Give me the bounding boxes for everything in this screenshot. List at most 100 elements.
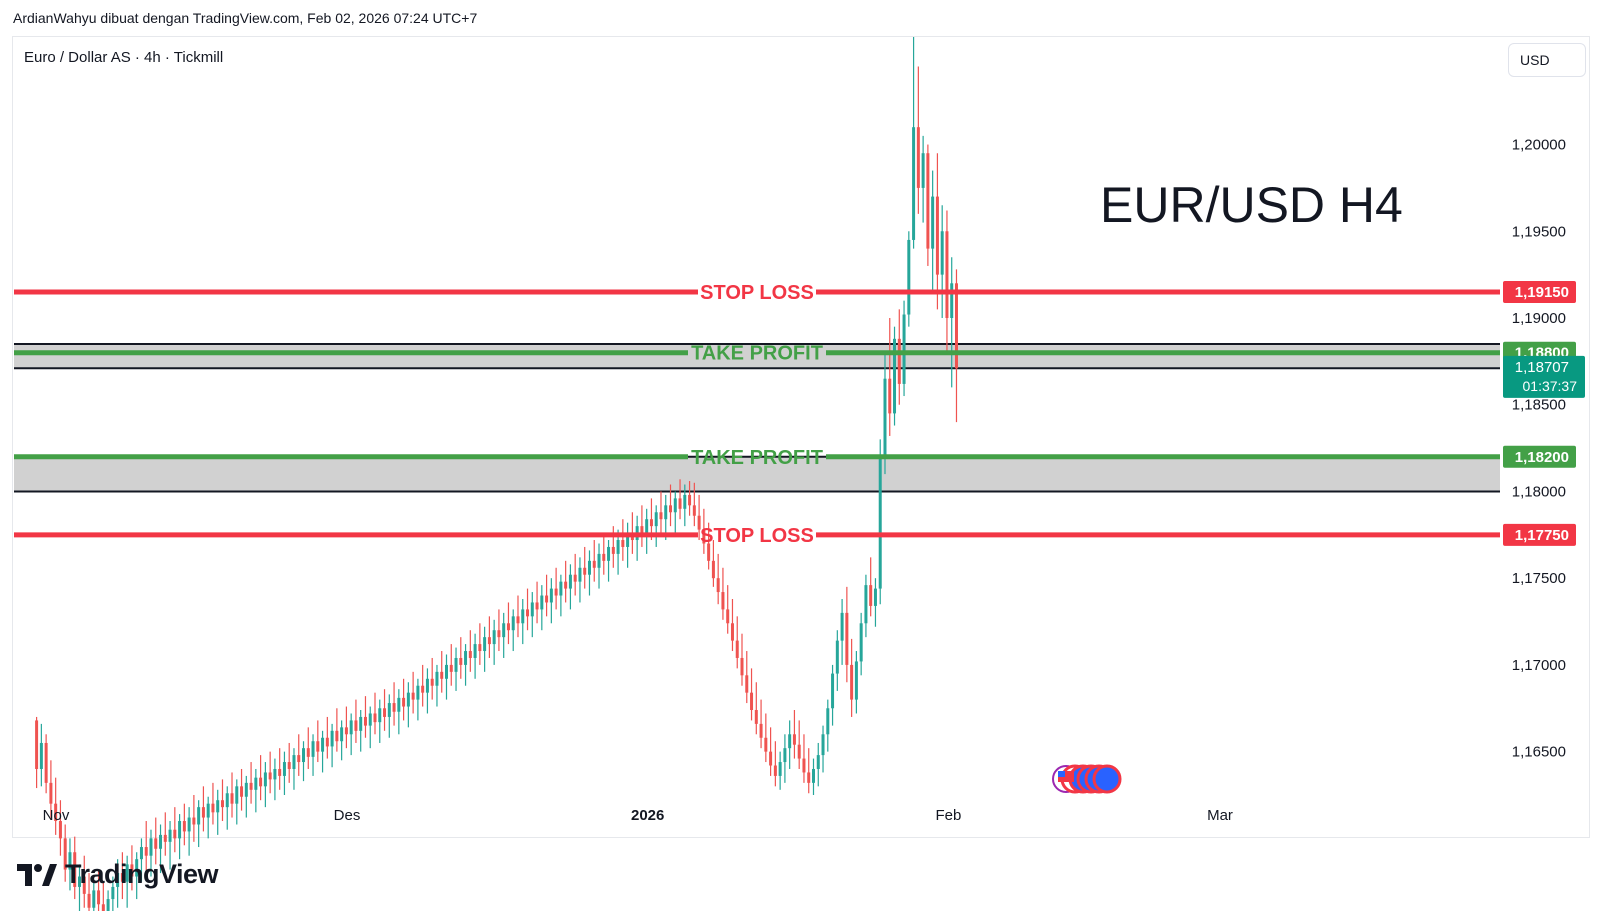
candle-body <box>840 612 844 641</box>
candle-body <box>278 768 282 776</box>
candle-body <box>831 673 835 709</box>
candle-body <box>101 904 105 911</box>
candle-body <box>669 505 673 513</box>
candle-body <box>859 623 863 662</box>
candle-body <box>287 762 291 769</box>
candle-body <box>306 748 310 757</box>
candle-body <box>478 644 482 652</box>
candle-body <box>244 782 248 797</box>
candle-body <box>492 630 496 645</box>
candle-body <box>621 540 625 547</box>
candle-body <box>425 678 429 693</box>
candle-body <box>616 540 620 554</box>
candle-body <box>435 671 439 686</box>
candle-body <box>330 730 334 747</box>
zone-1 <box>14 456 1500 492</box>
candle-body <box>883 378 887 457</box>
candle-body <box>607 546 611 561</box>
candle-body <box>745 675 749 693</box>
price-badge <box>1503 523 1576 546</box>
price-badge-label: 1,19150 <box>1515 284 1569 301</box>
price-badge <box>1503 280 1576 303</box>
candle-body <box>902 314 906 384</box>
candle-body <box>397 697 401 712</box>
candle-body <box>321 737 325 752</box>
price-badges: 1,191501,188001,182001,177501,1870701:37… <box>1503 280 1585 546</box>
candle-body <box>130 864 134 877</box>
y-tick-label: 1,19500 <box>1512 223 1566 240</box>
candle-body <box>383 708 387 717</box>
candle-body <box>44 742 48 783</box>
candle-body <box>769 751 773 766</box>
candle-body <box>792 734 796 745</box>
candle-body <box>349 720 353 735</box>
candle-body <box>273 768 277 780</box>
candle-body <box>773 765 777 776</box>
event-flags-icon[interactable] <box>1052 764 1122 794</box>
candle-body <box>454 657 458 672</box>
current-price-badge <box>1503 355 1585 398</box>
candle-body <box>921 153 925 188</box>
candle-body <box>225 793 229 808</box>
candle-body <box>602 553 606 561</box>
candle-body <box>740 657 744 676</box>
candle-body <box>750 692 754 711</box>
candle-body <box>816 755 820 769</box>
candle-body <box>368 713 372 726</box>
candle-body <box>611 546 615 554</box>
currency-button[interactable]: USD <box>1508 43 1586 77</box>
candle-body <box>416 685 420 700</box>
candle-body <box>197 807 201 825</box>
candle-body <box>592 560 596 568</box>
candle-body <box>583 567 587 575</box>
candle-body <box>192 817 196 825</box>
candle-body <box>559 581 563 596</box>
candle-body <box>444 664 448 679</box>
candle-body <box>735 640 739 658</box>
candle-body <box>240 786 244 797</box>
candle-body <box>788 734 792 749</box>
candle-body <box>783 748 787 763</box>
candle-body <box>726 609 730 624</box>
candle-body <box>897 338 901 384</box>
candle-body <box>373 713 377 723</box>
y-axis: 1,20000 1,19500 1,19000 1,18500 1,18000 1,175… <box>1512 137 1566 761</box>
candle-body <box>473 644 477 658</box>
candle-body <box>869 585 873 606</box>
candle-body <box>702 529 706 544</box>
candle-body <box>645 519 649 534</box>
candle-body <box>378 708 382 723</box>
candle-body <box>254 777 258 790</box>
y-tick-label: 1,18000 <box>1512 483 1566 500</box>
candle-body <box>340 727 344 742</box>
zones-layer <box>14 344 1500 492</box>
candle-body <box>683 494 687 509</box>
candle-body <box>540 595 544 610</box>
symbol-label[interactable]: Euro / Dollar AS · 4h · Tickmill <box>24 49 223 66</box>
candle-body <box>864 585 868 624</box>
candle-body <box>845 612 849 665</box>
candle-body <box>163 834 167 842</box>
candle-body <box>168 829 172 842</box>
candle-body <box>916 127 920 188</box>
candle-body <box>807 772 811 783</box>
candle-body <box>135 859 139 877</box>
candle-body <box>649 519 653 527</box>
candle-body <box>58 821 62 839</box>
candle-body <box>311 741 315 757</box>
candle-body <box>49 782 53 804</box>
y-tick-label: 1,16500 <box>1512 744 1566 761</box>
zone-0 <box>14 344 1500 369</box>
price-badge-label: 1,18200 <box>1515 449 1569 466</box>
candle-body <box>344 727 348 735</box>
candle-body <box>487 637 491 645</box>
candle-body <box>530 602 534 617</box>
candle-body <box>120 873 124 882</box>
candle-body <box>201 807 205 818</box>
candle-body <box>464 651 468 665</box>
candle-body <box>125 864 129 882</box>
candle-body <box>297 755 301 763</box>
candle-body <box>554 588 558 596</box>
candle-body <box>92 890 96 908</box>
